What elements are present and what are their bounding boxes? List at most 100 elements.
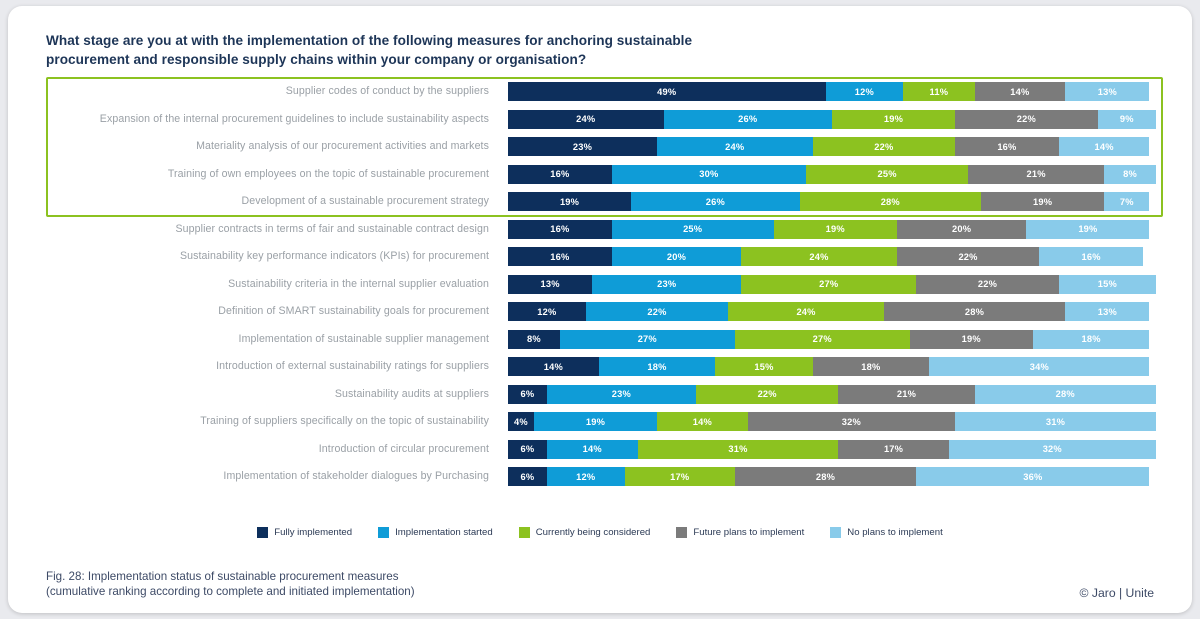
- bar-segment: 13%: [1065, 82, 1150, 102]
- bar-segment: 30%: [611, 164, 807, 184]
- chart-row-label: Development of a sustainable procurement…: [241, 195, 489, 207]
- stacked-bar: 16% 25% 19% 20% 19%: [508, 219, 1156, 239]
- chart-row-label: Supplier codes of conduct by the supplie…: [285, 85, 489, 97]
- legend-item: Fully implemented: [257, 527, 352, 538]
- figure-caption: Fig. 28: Implementation status of sustai…: [46, 569, 415, 600]
- chart-row-label: Introduction of external sustainability …: [216, 360, 489, 372]
- bar-segment: 31%: [637, 439, 839, 459]
- legend-label: Implementation started: [395, 527, 493, 538]
- legend-label: Fully implemented: [274, 527, 353, 538]
- bar-segment: 20%: [896, 219, 1027, 239]
- bar-segment: 13%: [508, 274, 593, 294]
- bar-segment: 32%: [747, 412, 956, 432]
- caption-line-1: Fig. 28: Implementation status of sustai…: [46, 570, 399, 583]
- bar-segment: 8%: [508, 329, 560, 349]
- stacked-bar: 8% 27% 27% 19% 18%: [508, 329, 1156, 349]
- chart-row-label: Implementation of sustainable supplier m…: [238, 332, 489, 345]
- chart-row-label: Training of own employees on the topic o…: [167, 167, 489, 180]
- legend-item: Future plans to implement: [676, 527, 804, 538]
- bar-segment: 17%: [838, 439, 949, 459]
- bar-segment: 23%: [592, 274, 742, 294]
- bar-segment: 6%: [508, 467, 547, 487]
- stacked-bar: 14% 18% 15% 18% 34%: [508, 357, 1156, 377]
- bar-segment: 19%: [909, 329, 1033, 349]
- bar-segment: 8%: [1104, 164, 1156, 184]
- legend-item: No plans to implement: [830, 527, 943, 538]
- bar-segment: 22%: [896, 247, 1040, 267]
- legend-item: Currently being considered: [518, 527, 651, 538]
- bar-segment: 12%: [546, 467, 625, 487]
- bar-segment: 27%: [741, 274, 917, 294]
- bar-segment: 34%: [929, 357, 1150, 377]
- stacked-bar-chart: Supplier codes of conduct by the supplie…: [8, 78, 1192, 493]
- legend-swatch-icon: [257, 527, 269, 538]
- chart-row: Training of suppliers specifically on th…: [8, 408, 1192, 436]
- bar-segment: 15%: [1058, 274, 1156, 294]
- stacked-bar: 12% 22% 24% 28% 13%: [508, 302, 1156, 322]
- stacked-bar: 19% 26% 28% 19% 7%: [508, 192, 1156, 212]
- bar-segment: 27%: [559, 329, 735, 349]
- bar-segment: 6%: [508, 384, 547, 404]
- stacked-bar: 6% 12% 17% 28% 36%: [508, 467, 1156, 487]
- chart-question-title: What stage are you at with the implement…: [46, 31, 806, 70]
- bar-segment: 14%: [657, 412, 748, 432]
- stacked-bar: 4% 19% 14% 32% 31%: [508, 412, 1156, 432]
- chart-row: Sustainability criteria in the internal …: [8, 271, 1192, 299]
- bar-segment: 26%: [663, 109, 832, 129]
- chart-row: Definition of SMART sustainability goals…: [8, 298, 1192, 326]
- bar-segment: 36%: [916, 467, 1150, 487]
- stacked-bar: 6% 23% 22% 21% 28%: [508, 384, 1156, 404]
- bar-segment: 28%: [734, 467, 917, 487]
- bar-segment: 24%: [728, 302, 884, 322]
- chart-row-label: Materiality analysis of our procurement …: [196, 140, 489, 152]
- chart-row: Implementation of sustainable supplier m…: [8, 326, 1192, 354]
- bar-segment: 22%: [585, 302, 729, 322]
- bar-segment: 12%: [508, 302, 586, 322]
- chart-row: Introduction of circular procurement 6% 14…: [8, 436, 1192, 464]
- bar-segment: 31%: [955, 412, 1156, 432]
- chart-legend: Fully implemented Implementation started C…: [8, 527, 1192, 538]
- bar-segment: 21%: [838, 384, 975, 404]
- bar-segment: 28%: [974, 384, 1156, 404]
- chart-row-label: Implementation of stakeholder dialogues …: [223, 470, 489, 482]
- chart-row: Introduction of external sustainability …: [8, 353, 1192, 381]
- bar-segment: 6%: [508, 439, 547, 459]
- bar-segment: 18%: [812, 357, 930, 377]
- title-line-2: procurement and responsible supply chain…: [46, 52, 587, 68]
- legend-label: No plans to implement: [847, 527, 943, 538]
- bar-segment: 9%: [1097, 109, 1156, 129]
- title-line-1: What stage are you at with the implement…: [46, 33, 693, 48]
- bar-segment: 16%: [508, 219, 612, 239]
- bar-segment: 25%: [611, 219, 774, 239]
- legend-label: Currently being considered: [535, 527, 651, 538]
- legend-swatch-icon: [830, 527, 842, 538]
- bar-segment: 22%: [955, 109, 1098, 129]
- bar-segment: 7%: [1104, 192, 1150, 212]
- chart-row-label: Sustainability criteria in the internal …: [228, 277, 489, 290]
- bar-segment: 14%: [508, 357, 599, 377]
- stacked-bar: 13% 23% 27% 22% 15%: [508, 274, 1156, 294]
- bar-segment: 21%: [968, 164, 1105, 184]
- caption-line-2: (cumulative ranking according to complet…: [46, 585, 415, 599]
- bar-segment: 19%: [533, 412, 658, 432]
- bar-segment: 16%: [955, 137, 1059, 157]
- bar-segment: 18%: [598, 357, 716, 377]
- bar-segment: 23%: [546, 384, 696, 404]
- chart-row: Expansion of the internal procurement gu…: [8, 106, 1192, 134]
- bar-segment: 11%: [903, 82, 975, 102]
- bar-segment: 25%: [806, 164, 969, 184]
- bar-segment: 14%: [974, 82, 1066, 102]
- bar-segment: 19%: [981, 192, 1105, 212]
- chart-row-label: Training of suppliers specifically on th…: [200, 415, 489, 427]
- bar-segment: 16%: [508, 164, 612, 184]
- bar-segment: 16%: [1039, 247, 1143, 267]
- chart-row: Supplier codes of conduct by the supplie…: [8, 78, 1192, 106]
- legend-label: Future plans to implement: [693, 527, 805, 538]
- bar-segment: 22%: [812, 137, 956, 157]
- stacked-bar: 24% 26% 19% 22% 9%: [508, 109, 1156, 129]
- chart-row-label: Sustainability audits at suppliers: [334, 387, 489, 400]
- legend-item: Implementation started: [378, 527, 493, 538]
- chart-card: What stage are you at with the implement…: [8, 6, 1192, 613]
- stacked-bar: 16% 20% 24% 22% 16%: [508, 247, 1156, 267]
- bar-segment: 16%: [508, 247, 612, 267]
